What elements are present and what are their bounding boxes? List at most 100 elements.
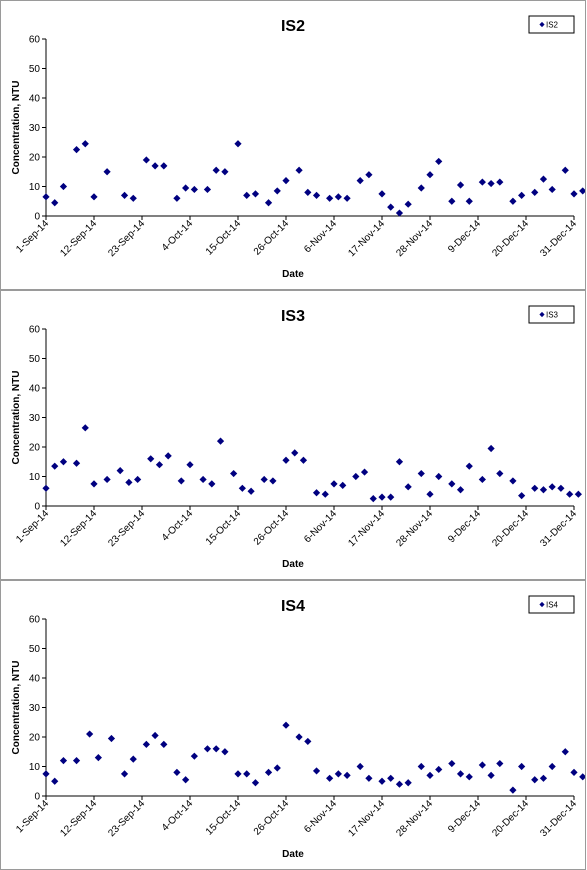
- data-point: [260, 475, 268, 484]
- data-point: [164, 452, 172, 460]
- x-tick-label: 23-Sep-14: [106, 798, 147, 839]
- x-tick-label: 23-Sep-14: [106, 218, 147, 259]
- data-point: [120, 191, 129, 199]
- data-point: [365, 774, 373, 782]
- x-tick-label: 17-Nov-14: [346, 508, 387, 549]
- x-tick-label: 4-Oct-14: [160, 218, 196, 254]
- x-tick-label: 20-Dec-14: [490, 508, 531, 549]
- chart-panel-is4: IS4 Concentration, NTU Date 0 10 20 30 40 50 60 1-…: [0, 580, 586, 870]
- data-point: [435, 765, 443, 774]
- x-tick-label: 31-Dec-14: [538, 218, 579, 259]
- data-point: [51, 199, 59, 207]
- x-tick-label: 9-Dec-14: [446, 218, 483, 255]
- data-point: [321, 490, 329, 498]
- x-tick-label: 23-Sep-14: [106, 508, 147, 549]
- data-point: [518, 191, 526, 199]
- data-point: [273, 187, 281, 195]
- x-tick-label: 28-Nov-14: [394, 508, 435, 549]
- data-point: [465, 197, 473, 205]
- legend-marker: [539, 21, 545, 28]
- y-axis-label: Concentration, NTU: [11, 371, 22, 465]
- data-point: [539, 774, 548, 782]
- data-point: [435, 157, 443, 166]
- chart-svg: IS2 Concentration, NTU Date 0 10 20 30 40 50 60 1-…: [11, 15, 585, 280]
- y-tick-label: 60: [29, 615, 41, 626]
- data-point: [557, 484, 565, 492]
- data-point: [387, 774, 395, 782]
- x-tick-label: 31-Dec-14: [538, 508, 579, 549]
- x-axis-label: Date: [282, 269, 304, 280]
- data-point: [548, 185, 556, 194]
- data-point: [282, 177, 290, 185]
- data-point: [352, 472, 360, 481]
- legend-marker: [539, 311, 545, 318]
- legend-marker: [539, 601, 545, 608]
- data-point: [251, 190, 260, 198]
- data-point: [72, 459, 81, 467]
- data-point: [478, 475, 486, 484]
- data-point: [395, 780, 404, 788]
- x-tick-label: 1-Sep-14: [14, 218, 51, 255]
- data-point: [574, 490, 582, 498]
- data-point: [86, 730, 94, 738]
- data-point: [531, 484, 539, 492]
- data-point: [304, 737, 312, 746]
- data-point: [103, 475, 111, 484]
- data-point: [190, 185, 198, 194]
- data-point: [94, 754, 102, 762]
- data-point: [51, 777, 59, 785]
- data-point: [120, 770, 129, 778]
- data-point: [334, 193, 342, 201]
- data-point: [326, 194, 334, 202]
- data-point: [387, 203, 395, 211]
- data-point: [203, 185, 212, 194]
- x-tick-label: 12-Sep-14: [58, 508, 99, 549]
- data-point: [177, 477, 185, 485]
- data-point: [404, 779, 412, 787]
- x-axis-label: Date: [282, 849, 304, 860]
- data-point: [404, 483, 412, 491]
- data-point: [478, 178, 486, 186]
- data-point: [487, 771, 495, 779]
- data-point: [426, 771, 434, 779]
- data-point: [216, 437, 225, 445]
- data-point: [264, 199, 273, 207]
- data-point: [395, 458, 404, 466]
- data-point: [548, 483, 556, 491]
- chart-title: IS3: [281, 308, 305, 325]
- data-point: [312, 489, 321, 497]
- data-point: [59, 458, 68, 466]
- x-tick-label: 17-Nov-14: [346, 218, 387, 259]
- data-point: [326, 774, 334, 782]
- chart-panel-is2: IS2 Concentration, NTU Date 0 10 20 30 40 50 60 1-…: [0, 0, 586, 290]
- data-point: [230, 469, 238, 478]
- data-point: [496, 469, 504, 478]
- data-point: [395, 209, 404, 217]
- y-tick-label: 10: [29, 182, 41, 193]
- y-tick-label: 0: [34, 502, 40, 513]
- data-point: [378, 493, 386, 501]
- data-point: [238, 484, 246, 492]
- x-axis-label: Date: [282, 559, 304, 570]
- data-point: [356, 762, 364, 771]
- data-point: [107, 734, 116, 743]
- chart-panel-is3: IS3 Concentration, NTU Date 0 10 20 30 40 50 60 1-…: [0, 290, 586, 580]
- data-point: [518, 762, 526, 771]
- data-point: [570, 190, 578, 198]
- legend: IS2: [528, 15, 575, 34]
- data-point: [142, 156, 150, 164]
- data-point: [339, 481, 347, 489]
- legend-box: [528, 595, 575, 614]
- data-point: [291, 449, 299, 457]
- x-tick-label: 28-Nov-14: [394, 218, 435, 259]
- data-point: [566, 490, 574, 498]
- y-tick-label: 50: [29, 64, 41, 75]
- data-point: [243, 191, 251, 199]
- x-tick-label: 4-Oct-14: [160, 798, 196, 834]
- data-point: [334, 770, 342, 778]
- y-tick-label: 20: [29, 733, 41, 744]
- x-tick-label: 26-Oct-14: [252, 798, 292, 838]
- data-point: [160, 162, 168, 170]
- y-tick-label: 60: [29, 325, 41, 336]
